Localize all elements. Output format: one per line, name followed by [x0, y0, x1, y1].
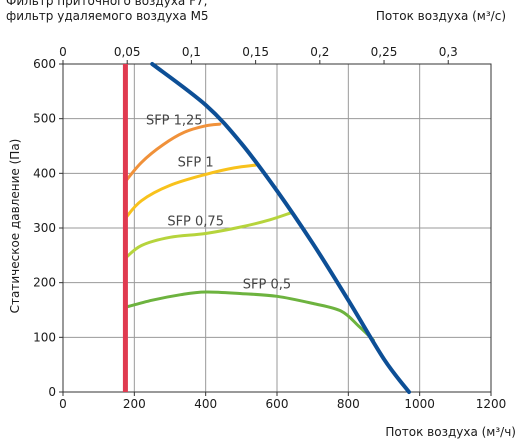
x-tick-label: 1200 [476, 397, 507, 411]
x-tick-label: 600 [266, 397, 289, 411]
sfp-label-3: SFP 0,5 [243, 277, 291, 292]
sfp-curve-0 [123, 122, 222, 183]
x-tick-label: 1000 [404, 397, 435, 411]
sfp-series-3: SFP 0,5 [123, 277, 375, 342]
chart-title-line-2: фильтр удаляемого воздуха M5 [6, 9, 209, 23]
x2-tick-label: 0,05 [114, 45, 141, 59]
y-tick-label: 100 [33, 330, 56, 344]
sfp-series-0: SFP 1,25 [123, 113, 222, 183]
y-tick-label: 500 [33, 112, 56, 126]
x2-axis-ticks: 0 0,05 0,1 0,15 0,2 0,25 0,3 [59, 45, 458, 64]
x2-tick-label: 0,1 [182, 45, 201, 59]
x-tick-label: 200 [123, 397, 146, 411]
y-tick-label: 600 [33, 57, 56, 71]
sfp-curve-3 [123, 290, 375, 342]
chart-title-line-1: Фильтр приточного воздуха F7, [6, 0, 207, 8]
y-tick-label: 200 [33, 276, 56, 290]
x2-tick-label: 0 [59, 45, 67, 59]
x2-tick-label: 0,3 [439, 45, 458, 59]
x2-tick-label: 0,15 [242, 45, 269, 59]
y-tick-label: 0 [48, 385, 56, 399]
y-tick-label: 400 [33, 166, 56, 180]
x2-tick-label: 0,25 [371, 45, 398, 59]
x-tick-label: 800 [337, 397, 360, 411]
x-axis-ticks: 0 200 400 600 800 1000 1200 [59, 392, 506, 411]
series-layer: SFP 1,25 SFP 1 SFP 0,75 SFP 0,5 [123, 113, 375, 342]
sfp-curve-1 [123, 163, 258, 220]
x-axis-label: Поток воздуха (м³/ч) [385, 425, 516, 439]
sfp-series-1: SFP 1 [123, 155, 258, 220]
x2-axis-label: Поток воздуха (м³/с) [376, 9, 506, 23]
x-tick-label: 400 [194, 397, 217, 411]
sfp-series-2: SFP 0,75 [123, 211, 293, 260]
chart-title: Фильтр приточного воздуха F7, фильтр уда… [6, 0, 209, 23]
fan-curve [150, 62, 411, 394]
sfp-label-0: SFP 1,25 [146, 113, 203, 128]
sfp-label-2: SFP 0,75 [167, 214, 224, 229]
x-tick-label: 0 [59, 397, 67, 411]
y-axis-ticks: 0 100 200 300 400 500 600 [33, 57, 63, 399]
sfp-curve-2 [123, 211, 293, 260]
sfp-label-1: SFP 1 [178, 155, 214, 170]
x2-tick-label: 0,2 [310, 45, 329, 59]
y-tick-label: 300 [33, 221, 56, 235]
fan-curve-layer [150, 62, 411, 394]
y-axis-label: Статическое давление (Па) [8, 139, 22, 314]
